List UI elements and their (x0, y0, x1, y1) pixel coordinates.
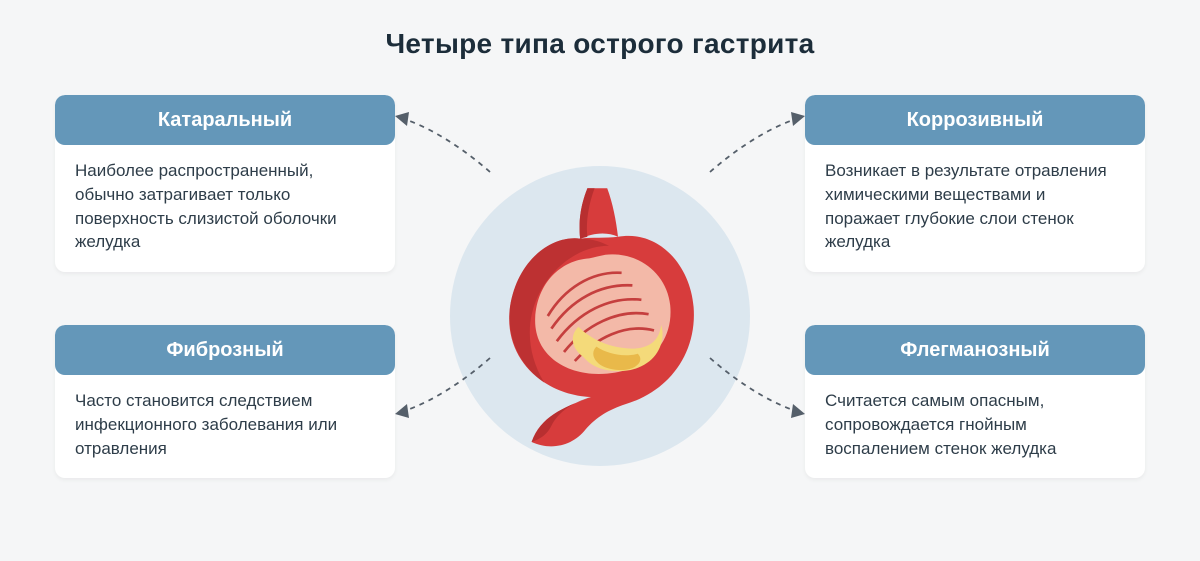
card-header: Катаральный (55, 95, 395, 145)
card-body: Наиболее распространенный, обычно затраг… (55, 145, 395, 272)
card-header: Фиброзный (55, 325, 395, 375)
page-title: Четыре типа острого гастрита (0, 0, 1200, 60)
stomach-icon (465, 181, 735, 451)
card-body: Часто становится следствием инфекционног… (55, 375, 395, 478)
card-body: Возникает в результате отравления химиче… (805, 145, 1145, 272)
card-fibrous: Фиброзный Часто становится следствием ин… (55, 325, 395, 478)
card-catarrhal: Катаральный Наиболее распространенный, о… (55, 95, 395, 272)
card-header: Коррозивный (805, 95, 1145, 145)
card-phlegmonous: Флегманозный Считается самым опасным, со… (805, 325, 1145, 478)
card-header: Флегманозный (805, 325, 1145, 375)
card-body: Считается самым опасным, сопровождается … (805, 375, 1145, 478)
center-circle (450, 166, 750, 466)
diagram-stage: Катаральный Наиболее распространенный, о… (0, 90, 1200, 561)
arrow-tl (395, 110, 495, 180)
card-corrosive: Коррозивный Возникает в результате отрав… (805, 95, 1145, 272)
arrow-tr (705, 110, 805, 180)
